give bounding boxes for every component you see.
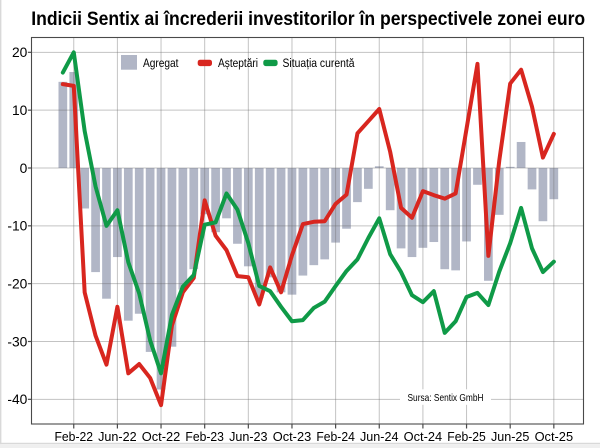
bar-Jul-22 [123, 168, 133, 321]
y-axis-label--10: -10 [7, 219, 27, 234]
y-axis-label-0: 0 [20, 161, 28, 176]
bar-Mar-22 [80, 168, 90, 209]
bar-Jul-25 [516, 141, 526, 168]
legend-label-asteptari: Așteptări [218, 56, 258, 70]
bar-Apr-22 [91, 168, 100, 273]
legend: Agregat Așteptări Situația curentă [121, 55, 355, 70]
bar-May-22 [102, 168, 111, 299]
bar-Mar-24 [342, 168, 351, 229]
bar-Oct-25 [549, 168, 559, 200]
page-left-edge [0, 0, 2, 448]
bar-Oct-23 [287, 168, 297, 295]
y-axis-label-20: 20 [12, 45, 28, 60]
bar-Dec-24 [440, 168, 450, 270]
legend-swatch-agregat [121, 55, 137, 70]
bar-Nov-22 [167, 168, 177, 347]
x-axis-label-Jun-23: Jun-23 [229, 429, 268, 444]
plot-frame [30, 36, 585, 425]
x-axis-label-Feb-24: Feb-24 [316, 429, 355, 444]
bar-Aug-22 [134, 168, 144, 314]
bar-Mar-23 [211, 168, 220, 233]
legend-label-agregat: Agregat [143, 56, 179, 70]
page-title: Indicii Sentix ai încrederii investitori… [31, 8, 585, 30]
x-axis-label-Oct-22: Oct-22 [142, 429, 181, 444]
bar-Nov-23 [298, 168, 308, 276]
bar-May-25 [494, 168, 504, 215]
x-axis-label-Feb-22: Feb-22 [55, 429, 94, 444]
bar-Sep-25 [538, 168, 548, 222]
bar-Jun-23 [243, 168, 253, 267]
legend-label-situatia-curenta: Situația curentă [283, 56, 355, 70]
bar-Feb-25 [462, 168, 471, 242]
bar-Dec-22 [178, 168, 188, 290]
source-note-backdrop [400, 389, 491, 405]
bar-Mar-25 [473, 168, 482, 185]
bar-Dec-23 [309, 168, 319, 266]
bar-Jan-25 [451, 168, 460, 271]
bar-Aug-25 [527, 168, 537, 190]
page-bottom-edge-fill [0, 444, 600, 448]
bar-Oct-22 [156, 168, 166, 390]
bar-May-23 [233, 168, 242, 244]
legend-swatch-situatia-curenta [263, 59, 278, 67]
legend-swatch-asteptari [197, 59, 212, 67]
bar-Oct-24 [418, 168, 428, 248]
bar-Jul-23 [254, 168, 264, 299]
y-axis-label-10: 10 [12, 103, 28, 118]
line-asteptari [60, 61, 556, 408]
y-axis-label--40: -40 [7, 392, 27, 407]
bar-Jan-22 [58, 81, 68, 168]
x-axis-label-Feb-25: Feb-25 [447, 429, 486, 444]
x-axis-label-Jun-22: Jun-22 [98, 429, 137, 444]
source-note: Sursa: Sentix GmbH [408, 393, 484, 404]
bar-Feb-23 [200, 168, 210, 215]
x-axis-label-Oct-25: Oct-25 [535, 429, 574, 444]
x-axis-label-Oct-24: Oct-24 [404, 429, 443, 444]
x-axis-label-Oct-23: Oct-23 [273, 429, 312, 444]
bar-Apr-24 [353, 168, 362, 203]
bar-Sep-22 [145, 168, 155, 352]
series-and-axes: 20 10 0 -10 -20 -30 -40 Feb-22 Jun-22 Oct-22 Feb-2… [7, 36, 585, 444]
bar-Nov-24 [429, 168, 439, 243]
y-axis-label--20: -20 [7, 277, 27, 292]
bar-Sep-23 [276, 168, 286, 293]
bar-May-24 [363, 168, 373, 189]
bar-Jan-24 [320, 168, 330, 260]
bar-Jan-23 [189, 168, 199, 270]
bar-Jun-25 [505, 166, 515, 168]
x-axis-label-Jun-25: Jun-25 [491, 429, 530, 444]
bar-Jun-24 [374, 166, 384, 168]
bar-Jul-24 [385, 168, 395, 211]
line-situatia-curenta [60, 50, 556, 376]
x-axis-label-Feb-23: Feb-23 [185, 429, 224, 444]
bar-Aug-23 [265, 168, 275, 278]
x-axis-label-Jun-24: Jun-24 [360, 429, 399, 444]
y-axis-label--30: -30 [7, 334, 27, 349]
